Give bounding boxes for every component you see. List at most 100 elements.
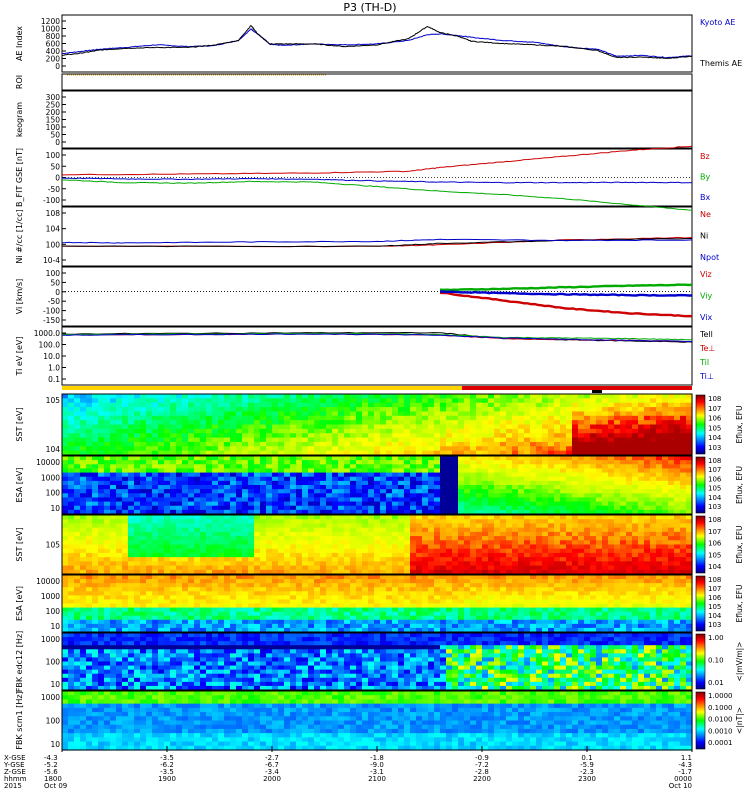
spec-cell-sst_e	[110, 415, 117, 421]
spec-cell-sst_e	[608, 446, 615, 452]
spec-cell-sst_e	[350, 441, 357, 447]
spec-cell-esa_e	[410, 505, 417, 511]
spec-cell-sst_i	[488, 523, 495, 529]
spec-cell-sst_i	[626, 544, 633, 550]
spec-cell-esa_e	[296, 485, 303, 490]
spec-cell-sst_i	[530, 544, 537, 550]
spec-cell-sst_e	[584, 407, 591, 413]
spec-cell-esa_e	[446, 505, 453, 511]
spec-cell-sst_e	[350, 446, 357, 452]
spec-cell-sst_i	[242, 548, 249, 554]
spec-cell-sst_e	[206, 428, 213, 434]
spec-cell-esa_e	[470, 456, 477, 461]
spec-cell-sst_e	[320, 402, 327, 408]
spec-cell-sst_e	[182, 437, 189, 443]
spec-cell-sst_i	[278, 540, 285, 546]
spec-cell-sst_e	[260, 402, 267, 408]
spec-cell-sst_i	[410, 523, 417, 529]
spec-cell-esa_e	[614, 464, 621, 470]
spec-cell-sst_e	[128, 394, 135, 399]
spec-cell-esa_e	[236, 468, 243, 474]
spec-cell-sst_e	[86, 441, 93, 447]
spec-cell-esa_e	[362, 460, 369, 465]
spec-cell-sst_e	[86, 424, 93, 430]
spec-cell-esa_i	[260, 627, 267, 633]
spec-cell-esa_i	[230, 603, 237, 609]
spec-cell-sst_e	[140, 394, 147, 399]
spec-cell-esa_e	[668, 472, 675, 478]
spec-cell-sst_i	[296, 548, 303, 554]
spec-cell-esa_i	[74, 591, 81, 596]
spec-cell-esa_e	[176, 480, 183, 486]
spec-cell-esa_e	[344, 476, 351, 482]
spec-cell-esa_i	[212, 575, 219, 580]
spec-cell-esa_e	[602, 460, 609, 465]
spec-cell-esa_e	[572, 472, 579, 478]
spec-cell-esa_i	[278, 595, 285, 601]
spec-cell-sst_i	[596, 536, 603, 541]
spec-cell-esa_e	[362, 497, 369, 503]
spec-cell-sst_e	[686, 411, 693, 417]
spec-cell-sst_i	[176, 548, 183, 554]
spec-cell-sst_e	[230, 402, 237, 408]
spec-cell-sst_e	[278, 411, 285, 417]
spec-cell-esa_e	[644, 485, 651, 490]
spec-cell-sst_i	[404, 557, 411, 562]
spec-cell-esa_i	[188, 599, 195, 605]
spec-cell-esa_i	[170, 615, 177, 621]
spec-cell-esa_e	[200, 493, 207, 499]
spec-cell-esa_i	[182, 587, 189, 592]
spec-cell-sst_i	[68, 557, 75, 562]
spec-cell-esa_e	[140, 485, 147, 490]
spec-cell-esa_i	[224, 599, 231, 605]
spec-cell-sst_i	[464, 519, 471, 525]
spec-cell-esa_i	[110, 583, 117, 588]
spec-cell-sst_e	[410, 433, 417, 439]
spec-cell-esa_i	[152, 623, 159, 629]
spec-cell-sst_i	[680, 569, 687, 575]
spec-cell-sst_e	[110, 402, 117, 408]
spec-cell-esa_i	[254, 611, 261, 617]
spec-cell-sst_e	[482, 437, 489, 443]
spec-cell-sst_e	[368, 424, 375, 430]
spec-cell-esa_i	[158, 587, 165, 592]
spec-cell-sst_e	[668, 398, 675, 404]
spec-cell-sst_i	[356, 544, 363, 550]
spec-cell-esa_i	[218, 595, 225, 601]
spec-cell-sst_e	[326, 398, 333, 404]
spec-cell-sst_i	[488, 519, 495, 525]
spec-cell-sst_e	[620, 437, 627, 443]
spec-cell-esa_e	[248, 468, 255, 474]
spec-cell-sst_i	[392, 557, 399, 562]
spec-cell-sst_i	[158, 561, 165, 567]
spec-cell-sst_i	[512, 544, 519, 550]
spec-cell-sst_e	[194, 420, 201, 426]
spec-cell-esa_e	[260, 501, 267, 507]
spec-cell-sst_i	[500, 515, 507, 520]
spec-cell-esa_i	[104, 627, 111, 633]
spec-cell-esa_i	[254, 575, 261, 580]
spec-cell-esa_e	[662, 456, 669, 461]
spec-cell-sst_i	[668, 519, 675, 525]
spec-cell-sst_e	[530, 441, 537, 447]
spec-cell-sst_e	[602, 433, 609, 439]
spec-cell-esa_i	[236, 583, 243, 588]
spec-cell-sst_i	[362, 523, 369, 529]
spec-cell-sst_e	[236, 415, 243, 421]
spec-cell-sst_e	[608, 398, 615, 404]
spec-cell-sst_i	[500, 536, 507, 541]
spec-cell-sst_i	[554, 523, 561, 529]
spec-cell-esa_e	[428, 460, 435, 465]
spec-cell-sst_e	[248, 424, 255, 430]
spec-cell-esa_e	[386, 493, 393, 499]
spec-cell-esa_e	[542, 460, 549, 465]
spec-cell-sst_i	[110, 544, 117, 550]
spec-cell-sst_e	[386, 420, 393, 426]
spec-cell-sst_i	[494, 523, 501, 529]
spec-cell-sst_i	[146, 552, 153, 558]
spec-cell-sst_e	[110, 394, 117, 399]
spec-cell-sst_e	[476, 428, 483, 434]
spec-cell-sst_i	[440, 565, 447, 571]
spec-cell-sst_i	[554, 515, 561, 520]
spec-cell-esa_e	[494, 472, 501, 478]
